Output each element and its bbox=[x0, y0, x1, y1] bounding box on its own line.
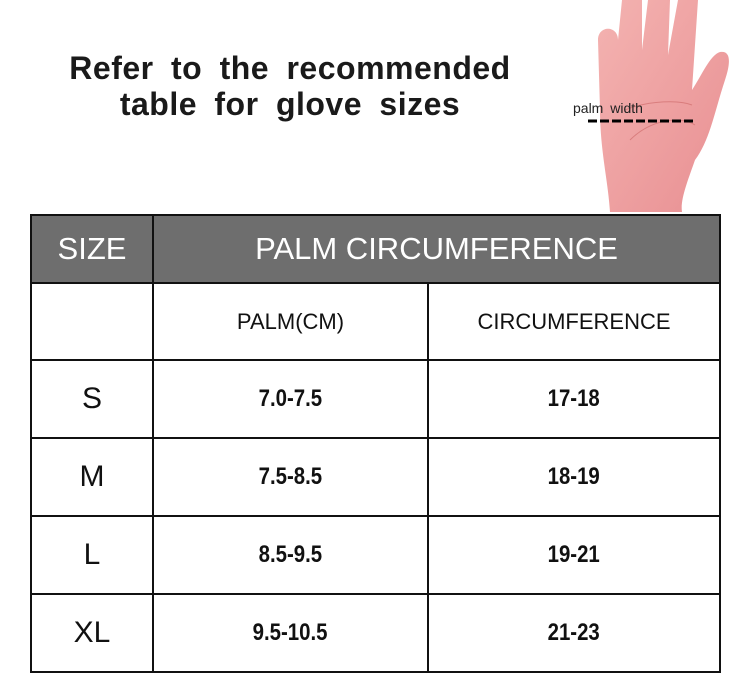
hand-palm-icon bbox=[588, 0, 729, 212]
table-row: L 8.5-9.5 19-21 bbox=[30, 515, 721, 595]
header-palm-circumference: PALM CIRCUMFERENCE bbox=[152, 214, 721, 284]
subheader-circumference: CIRCUMFERENCE bbox=[427, 282, 721, 361]
circumference-cell: 21-23 bbox=[547, 619, 601, 646]
table-row: M 7.5-8.5 18-19 bbox=[30, 437, 721, 517]
palm-cell: 9.5-10.5 bbox=[253, 619, 328, 646]
subheader-palm: PALM(CM) bbox=[152, 282, 429, 361]
title: Refer to the recommended table for glove… bbox=[30, 50, 550, 122]
table-subheader-row: PALM(CM) CIRCUMFERENCE bbox=[30, 282, 721, 361]
circumference-cell: 18-19 bbox=[547, 463, 601, 490]
size-cell: XL bbox=[73, 616, 111, 649]
title-line-2: table for glove sizes bbox=[119, 86, 461, 122]
palm-width-label: palm width bbox=[573, 100, 643, 116]
table-header-row: SIZE PALM CIRCUMFERENCE bbox=[30, 214, 721, 284]
circumference-cell: 17-18 bbox=[547, 385, 601, 412]
size-table: SIZE PALM CIRCUMFERENCE PALM(CM) CIRCUMF… bbox=[30, 214, 721, 673]
size-cell: M bbox=[79, 460, 105, 493]
title-line-1: Refer to the recommended bbox=[69, 50, 511, 86]
table-row: S 7.0-7.5 17-18 bbox=[30, 359, 721, 439]
size-cell: L bbox=[83, 538, 101, 571]
subheader-empty bbox=[30, 282, 154, 361]
size-cell: S bbox=[81, 382, 102, 415]
palm-cell: 7.0-7.5 bbox=[258, 385, 323, 412]
header-size: SIZE bbox=[30, 214, 154, 284]
table-row: XL 9.5-10.5 21-23 bbox=[30, 593, 721, 673]
palm-cell: 8.5-9.5 bbox=[258, 541, 323, 568]
palm-cell: 7.5-8.5 bbox=[258, 463, 323, 490]
circumference-cell: 19-21 bbox=[547, 541, 601, 568]
